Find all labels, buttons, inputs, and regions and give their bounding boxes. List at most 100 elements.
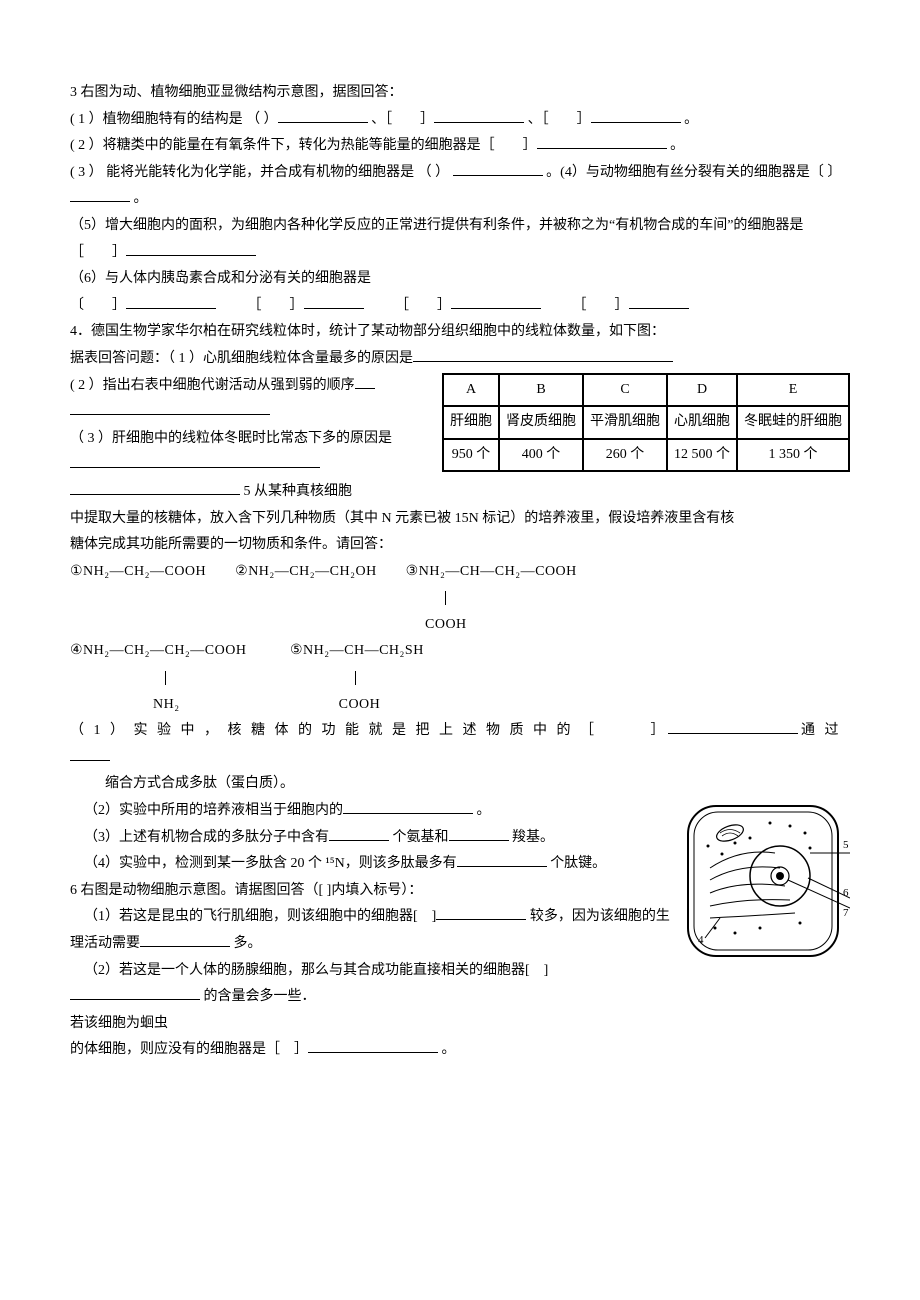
blank xyxy=(70,453,320,468)
blank xyxy=(537,134,667,149)
blank xyxy=(668,719,798,734)
q3-1b: 、［ ］ xyxy=(371,112,434,127)
bond-icon xyxy=(355,671,356,685)
q6-2b: 的含量会多一些． xyxy=(204,989,316,1004)
q6-2a: （2）若这是一个人体的肠腺细胞，那么与其合成功能直接相关的细胞器[ ] xyxy=(84,963,548,978)
q6-3: 的体细胞，则应没有的细胞器是［ ］ 。 xyxy=(70,1037,850,1064)
q4-intro: 4．德国生物学家华尔柏在研究线粒体时，统计了某动物部分组织细胞中的线粒体数量，如… xyxy=(70,319,850,346)
q4-tailtxt: 5 从某种真核细胞 xyxy=(244,484,353,499)
blank xyxy=(343,799,473,814)
q3-6b: 〔 ］ xyxy=(70,298,126,313)
q5-1: （ 1 ） 实 验 中 ， 核 糖 体 的 功 能 就 是 把 上 述 物 质 … xyxy=(70,718,850,771)
th: B xyxy=(499,374,583,407)
q5-3c: 羧基。 xyxy=(512,830,554,845)
q3-intro: 3 右图为动、植物细胞亚显微结构示意图，据图回答： xyxy=(70,80,850,107)
td: 1 350 个 xyxy=(737,439,849,472)
td: 肾皮质细胞 xyxy=(499,406,583,439)
chem-1: ①NH₂—CH₂—COOH ②NH₂—CH₂—CH₂OH ③NH₂—CH—CH₂… xyxy=(70,559,850,586)
q3-3c: 。 xyxy=(134,191,148,206)
blank xyxy=(355,374,375,389)
td: 肝细胞 xyxy=(443,406,499,439)
q3-1a: ( 1 ）植物细胞特有的结构是 （ ） xyxy=(70,112,278,127)
mitochondria-table: A B C D E 肝细胞 肾皮质细胞 平滑肌细胞 心肌细胞 冬眠蛙的肝细胞 9… xyxy=(442,373,850,473)
q5-1a: （ 1 ） 实 验 中 ， 核 糖 体 的 功 能 就 是 把 上 述 物 质 … xyxy=(70,723,668,738)
q5-l1: 中提取大量的核糖体，放入含下列几种物质（其中 N 元素已被 15N 标记）的培养… xyxy=(70,506,850,533)
q3-6c: ［ ］ xyxy=(248,298,304,313)
q3-3: ( 3 ） 能将光能转化为化学能，并合成有机物的细胞器是 （ ） 。(4）与动物… xyxy=(70,160,850,213)
blank xyxy=(70,480,240,495)
q3-2a: ( 2 ）将糖类中的能量在有氧条件下，转化为热能等能量的细胞器是［ ］ xyxy=(70,138,537,153)
td: 冬眠蛙的肝细胞 xyxy=(737,406,849,439)
td: 260 个 xyxy=(583,439,667,472)
chem-2: ④NH₂—CH₂—CH₂—COOH ⑤NH₂—CH—CH₂SH xyxy=(70,638,850,665)
chem-1b: COOH xyxy=(70,612,850,639)
q3-3b: 。(4）与动物细胞有丝分裂有关的细胞器是〔 〕 xyxy=(546,165,841,180)
blank xyxy=(329,826,389,841)
blank xyxy=(449,826,509,841)
blank xyxy=(304,294,364,309)
blank xyxy=(70,187,130,202)
blank xyxy=(70,400,270,415)
chem-2-bar xyxy=(70,665,850,692)
q4-tail: 5 从某种真核细胞 xyxy=(70,479,850,506)
table-row: A B C D E xyxy=(443,374,849,407)
q3-1c: 、［ ］ xyxy=(528,112,591,127)
blank xyxy=(434,108,524,123)
listrow: （5）增大细胞内的面积，为细胞内各种化学反应的正常进行提供有利条件，并被称之为“… xyxy=(70,213,850,266)
td: 950 个 xyxy=(443,439,499,472)
fig-label-6: 6 xyxy=(843,887,849,899)
cell-diagram: 5 6 7 4 xyxy=(680,798,850,968)
blank xyxy=(453,161,543,176)
q3-6e: ［ ］ xyxy=(573,298,629,313)
q4-1a: 据表回答问题：（ 1 ）心肌细胞线粒体含量最多的原因是 xyxy=(70,351,413,366)
q6-3a: 若该细胞为蛔虫 xyxy=(70,1011,850,1038)
blank xyxy=(629,294,689,309)
q4-1: 据表回答问题：（ 1 ）心肌细胞线粒体含量最多的原因是 xyxy=(70,346,850,373)
td: 心肌细胞 xyxy=(667,406,737,439)
blank xyxy=(436,905,526,920)
fig-label-5: 5 xyxy=(843,839,849,851)
chem-1-bar xyxy=(70,585,850,612)
q5-1b: 通 过 xyxy=(801,723,842,738)
blank xyxy=(126,294,216,309)
q6-1a: （1）若这是昆虫的飞行肌细胞，则该细胞中的细胞器[ ] xyxy=(84,909,436,924)
q3-2: ( 2 ）将糖类中的能量在有氧条件下，转化为热能等能量的细胞器是［ ］ 。 xyxy=(70,133,850,160)
q4-body: 据表回答问题：（ 1 ）心肌细胞线粒体含量最多的原因是 A B C D E 肝细… xyxy=(70,346,850,506)
q5-3b: 个氨基和 xyxy=(393,830,449,845)
q5-4b: 个肽键。 xyxy=(550,856,606,871)
q3-6: （6）与人体内胰岛素合成和分泌有关的细胞器是 xyxy=(70,266,850,293)
td: 平滑肌细胞 xyxy=(583,406,667,439)
th: C xyxy=(583,374,667,407)
blank xyxy=(591,108,681,123)
table-row: 950 个 400 个 260 个 12 500 个 1 350 个 xyxy=(443,439,849,472)
q6-1c: 多。 xyxy=(234,936,262,951)
q5-4a: （4）实验中，检测到某一多肽含 20 个 ¹⁵N，则该多肽最多有 xyxy=(84,856,457,871)
blank xyxy=(413,347,673,362)
td: 400 个 xyxy=(499,439,583,472)
blank xyxy=(140,932,230,947)
q5-1c: 缩合方式合成多肽（蛋白质）。 xyxy=(70,771,850,798)
q3-1: ( 1 ）植物细胞特有的结构是 （ ） 、［ ］ 、［ ］ 。 xyxy=(70,107,850,134)
q5-3a: （3）上述有机物合成的多肽分子中含有 xyxy=(84,830,329,845)
q4-3a: （ 3 ）肝细胞中的线粒体冬眠时比常态下多的原因是 xyxy=(70,431,392,446)
blank xyxy=(70,746,110,761)
blank xyxy=(278,108,368,123)
blank xyxy=(451,294,541,309)
th: D xyxy=(667,374,737,407)
th: A xyxy=(443,374,499,407)
q6-3b: 的体细胞，则应没有的细胞器是［ ］ xyxy=(70,1042,308,1057)
q3-6d: ［ ］ xyxy=(395,298,451,313)
bond-icon xyxy=(165,671,166,685)
fig-label-7: 7 xyxy=(843,907,849,919)
chem-2a-txt: NH₂ xyxy=(153,697,180,712)
fig-label-4: 4 xyxy=(698,934,704,946)
q3-2b: 。 xyxy=(670,138,684,153)
bond-icon xyxy=(445,591,446,605)
q3-3a: ( 3 ） 能将光能转化为化学能，并合成有机物的细胞器是 （ ） xyxy=(70,165,453,180)
blank xyxy=(70,985,200,1000)
chem-2b-txt: COOH xyxy=(339,697,381,712)
q5-l2: 糖体完成其功能所需要的一切物质和条件。请回答： xyxy=(70,532,850,559)
q5-q6-wrap: （ 1 ） 实 验 中 ， 核 糖 体 的 功 能 就 是 把 上 述 物 质 … xyxy=(70,718,850,1011)
blank xyxy=(308,1038,438,1053)
td: 12 500 个 xyxy=(667,439,737,472)
